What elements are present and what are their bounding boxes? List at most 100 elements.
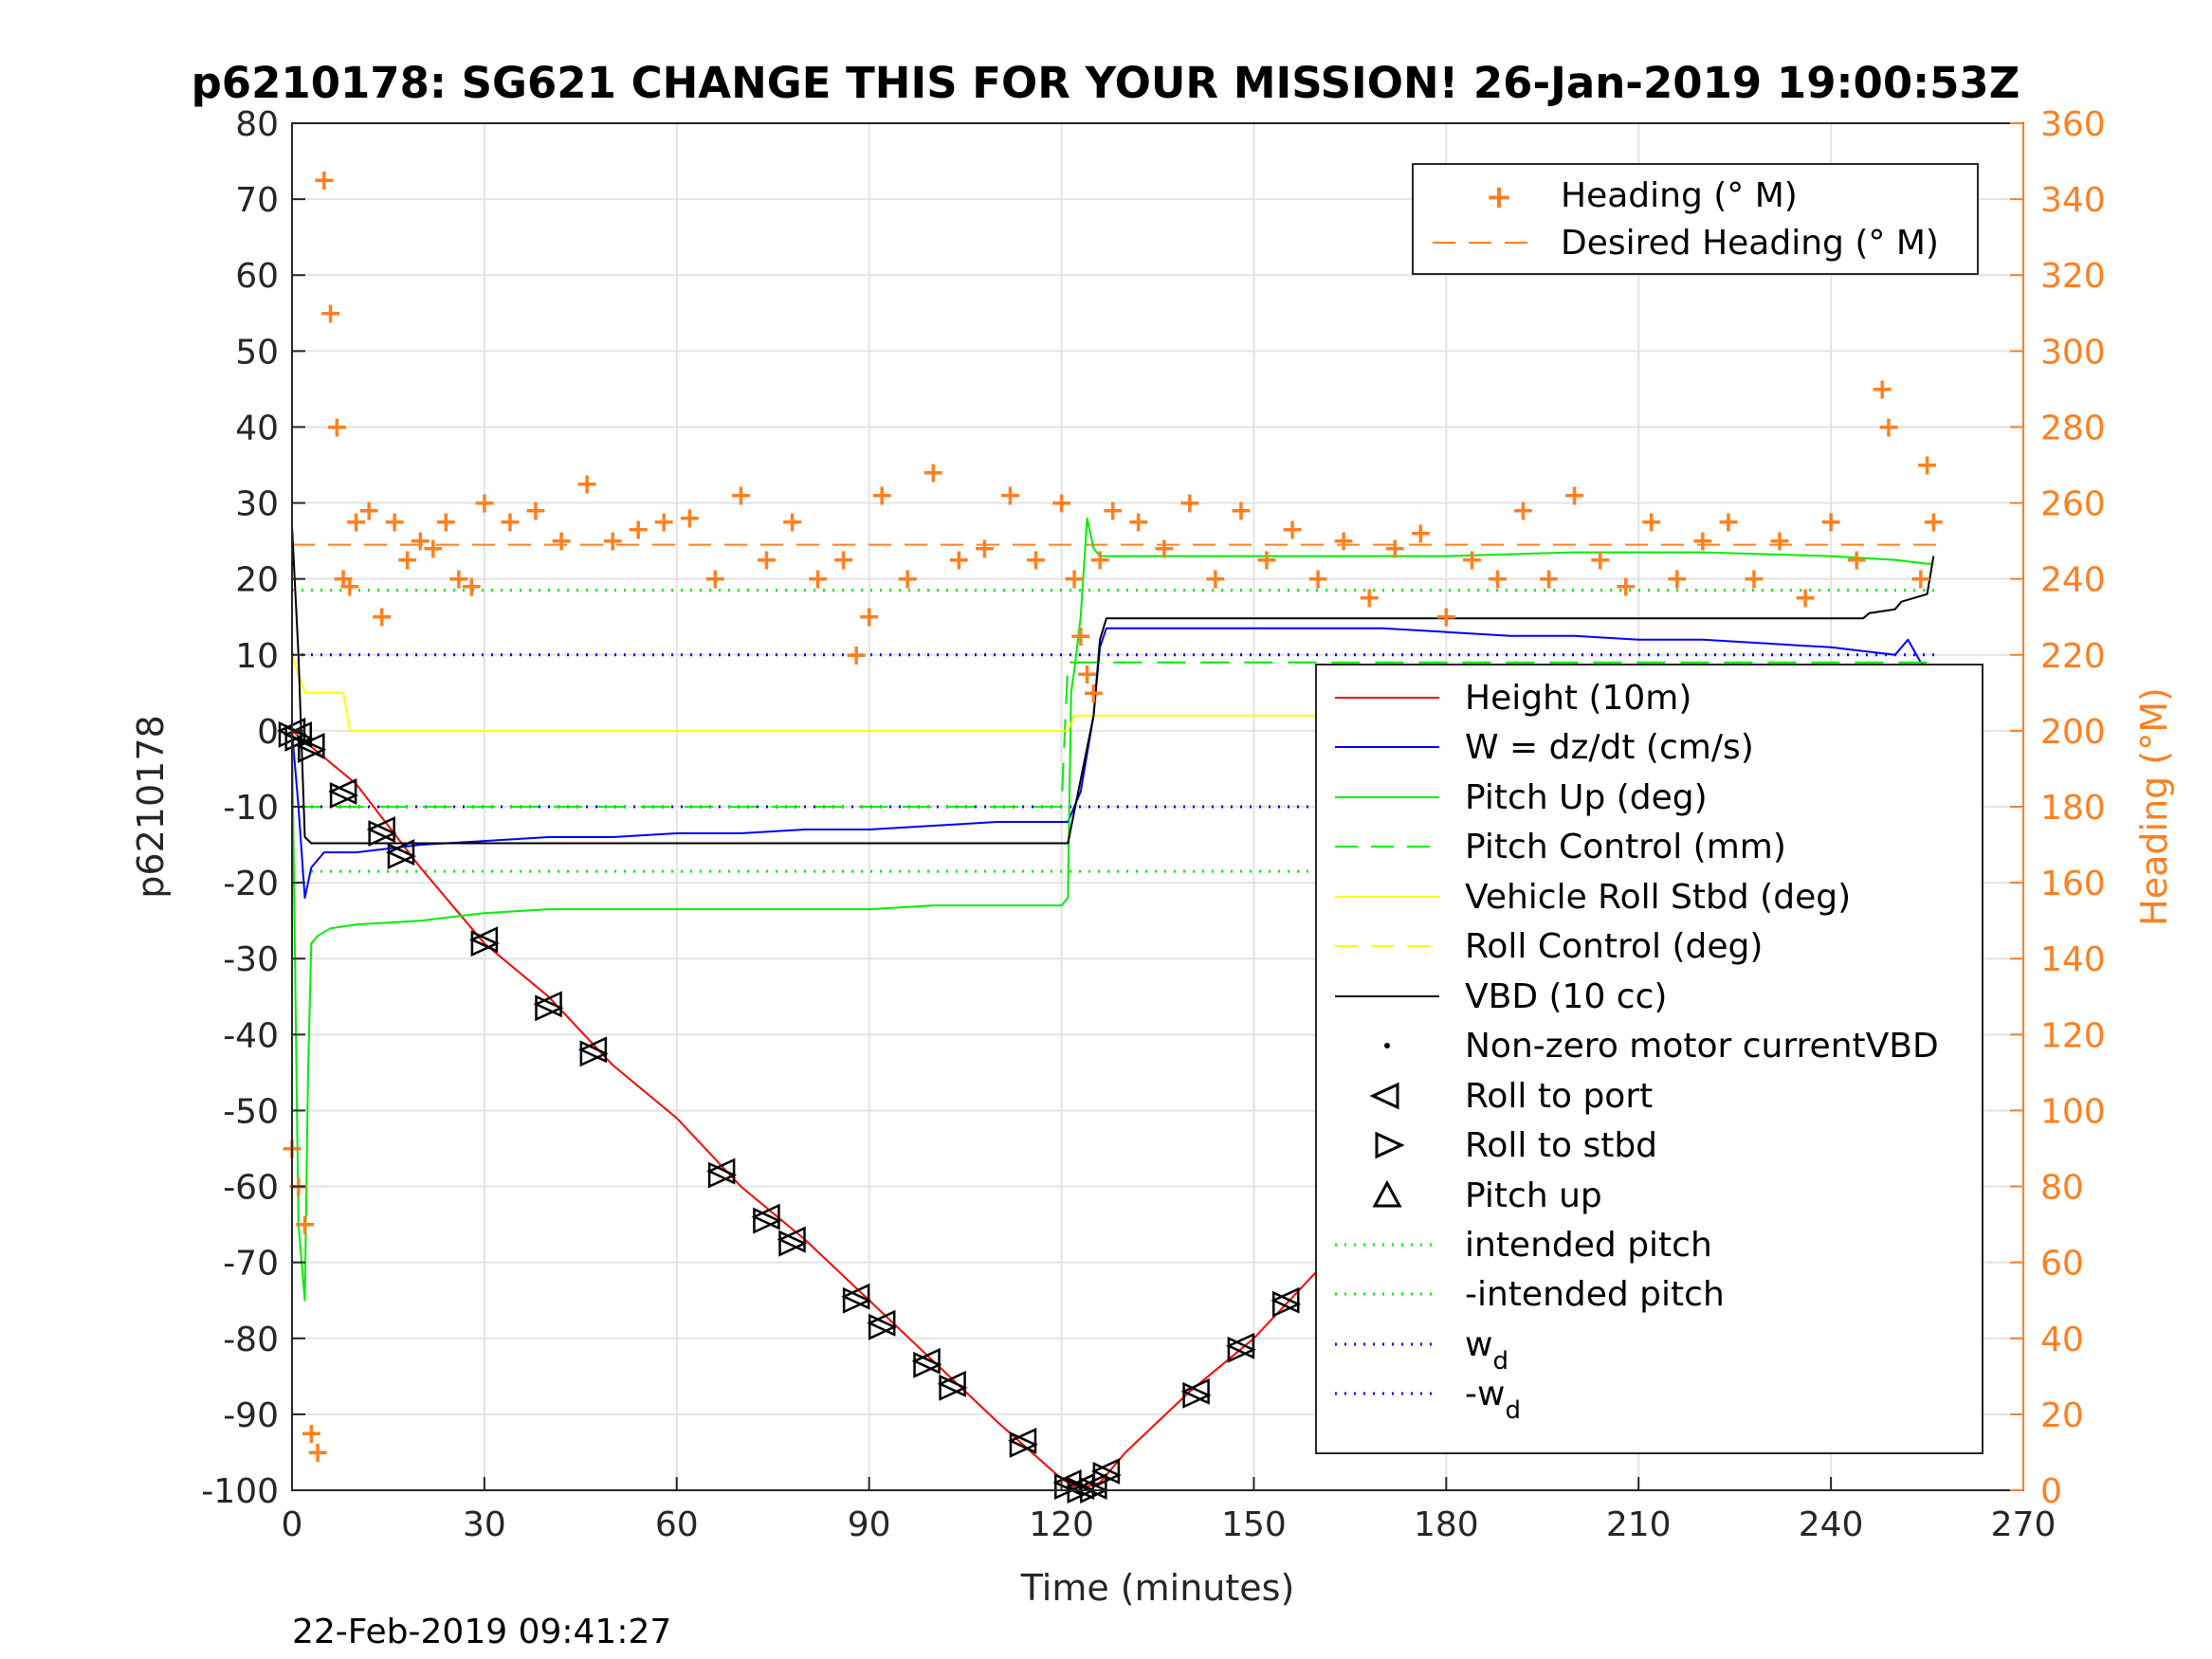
heading-point: + [1229, 495, 1252, 528]
legend-label: wd [1465, 1325, 1508, 1376]
heading-point: + [1063, 563, 1087, 596]
y2-tick-label: 0 [2040, 1472, 2062, 1511]
legend-wd-subscript: d [1492, 1347, 1508, 1376]
x-axis-label: Time (minutes) [1020, 1567, 1295, 1609]
data-series: ++++++++++++++++++++++ ++++ + + ++++++++++++… [280, 164, 1946, 1487]
y-tick-label: 70 [235, 181, 279, 220]
heading-point: + [1280, 514, 1304, 547]
roll-to-port-marker [777, 1226, 806, 1253]
heading-point: + [357, 495, 381, 528]
x-tick-label: 30 [463, 1505, 506, 1544]
series-line [291, 517, 1934, 1302]
heading-point: + [434, 506, 458, 539]
y2-tick-label: 220 [2040, 637, 2106, 676]
y-tick-label: -10 [223, 789, 279, 828]
y2-tick-label: 80 [2040, 1169, 2084, 1208]
heading-point: + [1088, 544, 1112, 577]
roll-to-port-marker [937, 1370, 966, 1397]
heading-point: + [601, 525, 625, 558]
roll-to-port-marker [1090, 1458, 1121, 1485]
heading-point: + [1460, 544, 1484, 577]
roll-to-port-marker [328, 778, 357, 805]
y-tick-label: -30 [223, 940, 279, 979]
roll-to-stbd-marker [778, 1230, 808, 1257]
heading-point: + [896, 563, 920, 596]
roll-to-port-marker [296, 732, 325, 759]
roll-to-stbd-marker [579, 1040, 609, 1067]
heading-point: + [1915, 449, 1939, 483]
y-axis-ticks: 80 70 60 50 40 30 20 10 0 -10 -20 -30 -40 -50 -60 -70 -8… [201, 105, 305, 1511]
reference-lines [292, 543, 1941, 873]
heading-point: + [1665, 563, 1689, 596]
heading-point: + [806, 563, 830, 596]
y-tick-label: -100 [201, 1472, 279, 1511]
heading-point: + [1101, 495, 1124, 528]
x-axis-ticks: 0 30 60 90 120 150 180 210 240 270 [282, 1477, 2056, 1544]
legend-desired-heading-label: Desired Heading (° M) [1561, 224, 1939, 263]
roll-to-port-marker [1271, 1286, 1300, 1314]
roll-to-stbd-marker [1272, 1290, 1302, 1318]
heading-point: + [1435, 601, 1458, 634]
heading-point: + [1178, 487, 1201, 520]
y2-tick-label: 40 [2040, 1321, 2084, 1359]
heading-point: + [1588, 544, 1612, 577]
heading-point: + [1639, 506, 1663, 539]
heading-point: + [1614, 571, 1637, 604]
heading-point: + [1126, 506, 1150, 539]
y-tick-label: -50 [223, 1092, 279, 1131]
legend-heading: + Heading (° M) Desired Heading (° M) [1412, 163, 1979, 275]
legend-heading-marker: + [1486, 178, 1513, 216]
y-tick-label: 80 [235, 105, 279, 144]
heading-point: + [1024, 544, 1048, 577]
roll-to-port-marker [1225, 1332, 1255, 1359]
y2-tick-label: 360 [2040, 105, 2106, 144]
heading-point: + [1767, 525, 1791, 558]
y-tick-label: 40 [235, 409, 279, 447]
heading-point: + [370, 601, 393, 634]
y2-tick-label: 320 [2040, 257, 2106, 296]
roll-to-stbd-marker [298, 736, 327, 763]
heading-point: + [1691, 525, 1714, 558]
heading-point: + [447, 563, 470, 596]
legend-label: Roll to stbd [1465, 1126, 1657, 1165]
y2-tick-label: 260 [2040, 485, 2106, 524]
roll-to-stbd-marker [1227, 1336, 1256, 1363]
roll-to-stbd-marker [368, 820, 397, 847]
y-tick-label: -90 [223, 1396, 279, 1435]
heading-point: + [627, 514, 650, 547]
heading-point: + [1075, 658, 1099, 691]
y2-axis-label: Heading (°M) [2133, 687, 2175, 926]
y-tick-label: 60 [235, 257, 279, 296]
roll-to-stbd-marker [913, 1351, 942, 1378]
heading-point: + [870, 480, 894, 513]
legend-label: Height (10m) [1465, 679, 1691, 718]
roll-to-port-marker [706, 1158, 736, 1185]
y2-tick-label: 100 [2040, 1092, 2106, 1131]
roll-to-stbd-marker [329, 782, 359, 809]
y2-tick-label: 60 [2040, 1245, 2084, 1284]
y2-tick-label: 160 [2040, 865, 2106, 903]
y-tick-label: -40 [223, 1016, 279, 1055]
y-tick-label: -80 [223, 1321, 279, 1359]
heading-point: + [1203, 563, 1227, 596]
y2-tick-label: 180 [2040, 789, 2106, 828]
legend-neg-wd-subscript: d [1505, 1396, 1521, 1425]
roll-to-stbd-marker [939, 1374, 968, 1401]
legend-roll-stbd-marker [1375, 1131, 1405, 1159]
footer-timestamp: 22-Feb-2019 09:41:27 [292, 1613, 671, 1651]
roll-to-port-marker [385, 839, 415, 866]
heading-point: + [1050, 487, 1073, 520]
heading-point: + [383, 506, 407, 539]
heading-point: + [1716, 506, 1740, 539]
legend-label: Pitch Up (deg) [1465, 778, 1708, 817]
heading-point: + [1254, 544, 1278, 577]
heading-point: + [332, 563, 356, 596]
y-tick-label: 0 [257, 713, 279, 752]
legend-main: Height (10m) W = dz/dt (cm/s) Pitch Up (… [1315, 664, 1983, 1454]
y-tick-label: 10 [235, 637, 279, 676]
roll-to-stbd-marker [470, 930, 500, 957]
heading-point: + [460, 571, 484, 604]
heading-point: + [1358, 582, 1381, 615]
heading-series: ++++++++++++++++++++++ ++++ + + ++++++++++++… [280, 164, 1945, 1469]
